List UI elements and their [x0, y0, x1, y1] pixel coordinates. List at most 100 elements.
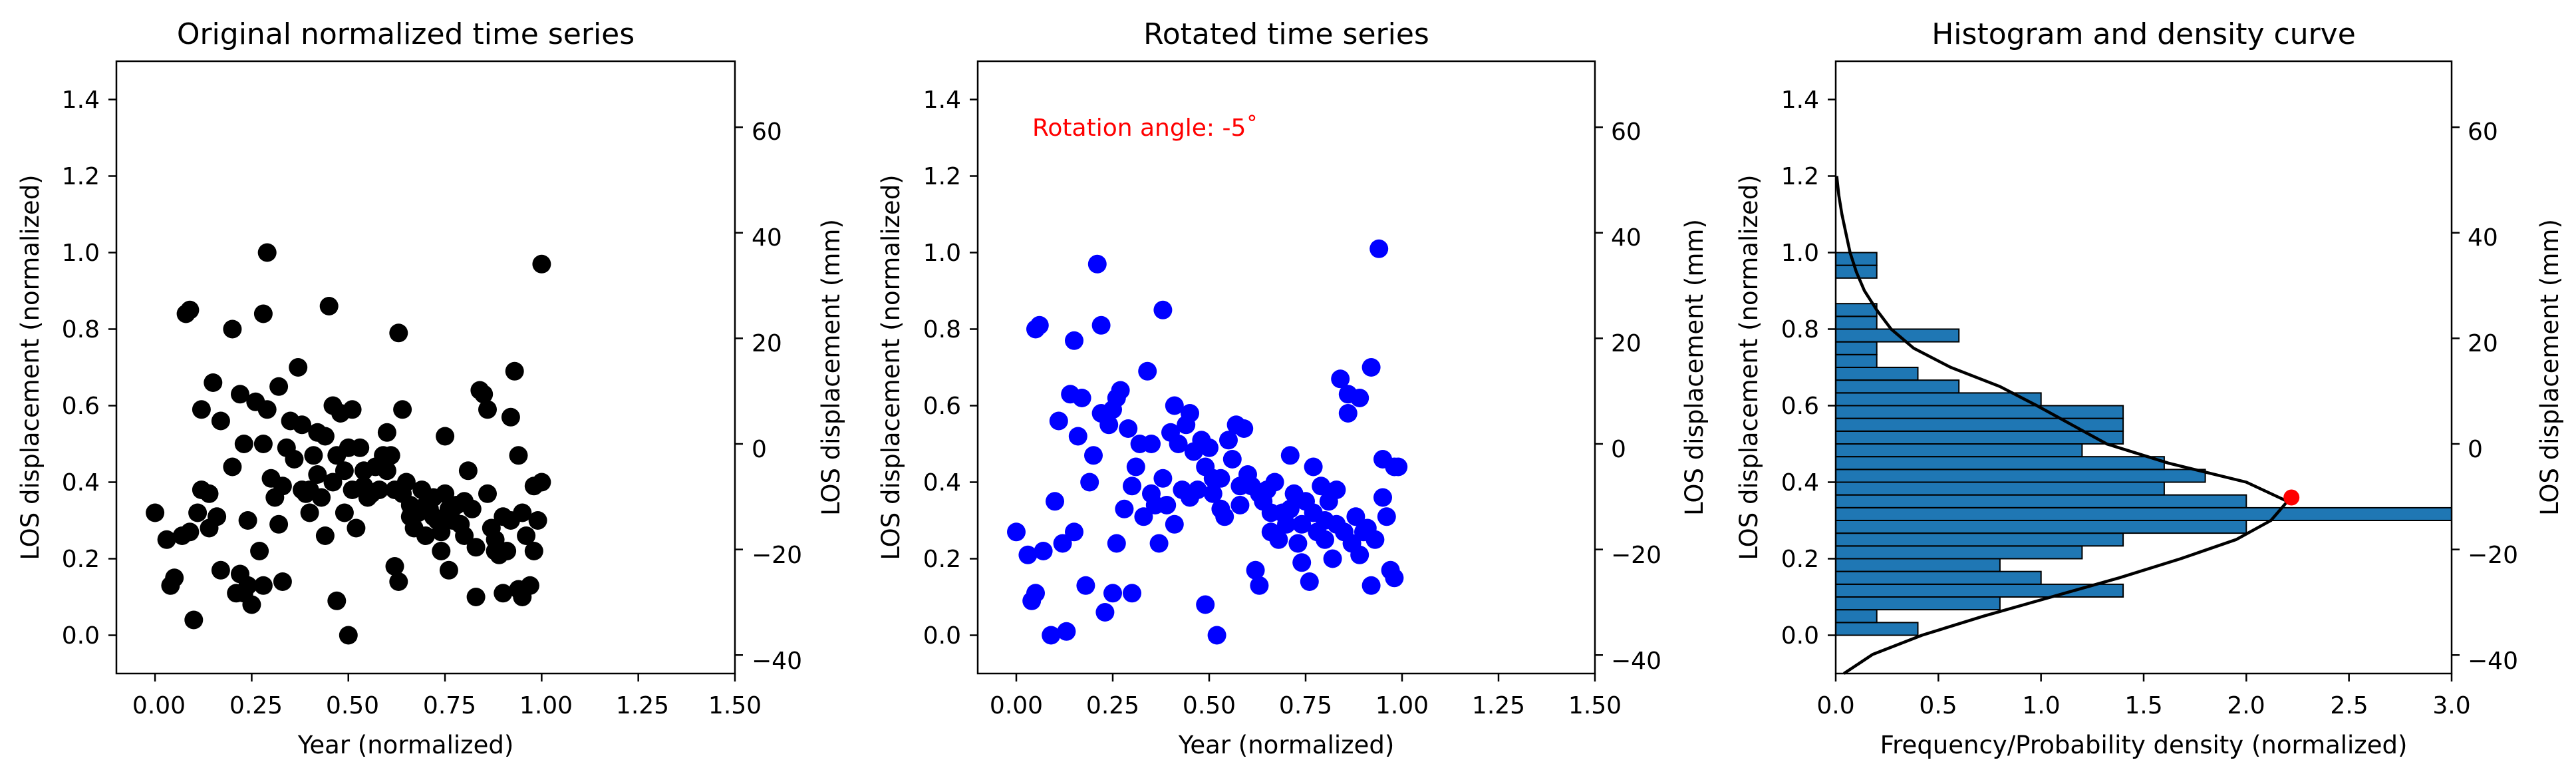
- scatter-point: [1188, 481, 1207, 499]
- y-tick-label: 1.4: [62, 87, 100, 114]
- scatter-point: [234, 435, 253, 453]
- scatter-point: [1153, 469, 1173, 488]
- x-tick-label: 2.0: [2227, 692, 2265, 719]
- y2-tick-label: 20: [1611, 330, 1642, 357]
- histogram-bar: [1835, 405, 2124, 419]
- scatter-point: [509, 446, 528, 465]
- y-tick-label: 0.6: [62, 393, 100, 420]
- y2-tick-label: 40: [752, 224, 782, 252]
- scatter-point: [1103, 584, 1122, 603]
- density-curve: [1835, 176, 2290, 675]
- scatter-point: [257, 243, 277, 262]
- scatter-point: [347, 518, 366, 538]
- scatter-point: [253, 576, 273, 595]
- scatter-point: [351, 438, 370, 457]
- y-tick-label: 1.0: [923, 240, 961, 267]
- scatter-point: [1084, 446, 1103, 465]
- y-tick-label: 1.2: [923, 163, 961, 190]
- x-tick-label: 0.0: [1816, 692, 1854, 719]
- y2-tick-label: 60: [1611, 118, 1642, 146]
- scatter-point: [1292, 514, 1312, 534]
- y-tick-label: 0.2: [62, 546, 100, 573]
- scatter-point: [1269, 530, 1288, 549]
- histogram-bar: [1835, 596, 2001, 611]
- scatter-point: [436, 427, 455, 446]
- y2-axis-label: LOS displacement (mm): [1680, 219, 1709, 516]
- scatter-point: [1138, 361, 1157, 381]
- histogram-bar: [1835, 379, 1960, 394]
- y2-tick-label: −40: [752, 648, 802, 675]
- scatter-point: [1300, 572, 1319, 591]
- histogram-bar: [1835, 494, 2247, 508]
- scatter-point: [393, 400, 412, 419]
- scatter-point: [1215, 507, 1234, 526]
- scatter-point: [1181, 404, 1199, 423]
- chart-title: Original normalized time series: [177, 17, 635, 51]
- scatter-point: [1323, 549, 1342, 568]
- y-tick-label: 0.4: [62, 469, 100, 496]
- scatter-point: [180, 300, 200, 319]
- x-tick-label: 1.5: [2124, 692, 2162, 719]
- scatter-point: [439, 560, 458, 580]
- scatter-point: [200, 484, 219, 503]
- scatter-point: [1338, 404, 1358, 423]
- x-tick-label: 1.25: [616, 692, 669, 719]
- x-ticks: 0.00 0.25 0.50 0.75 1.00 1.25 1.50: [990, 692, 1622, 719]
- y-tick-label: 1.0: [1781, 240, 1819, 267]
- scatter-point: [1030, 315, 1049, 335]
- scatter-point: [1065, 522, 1083, 542]
- panel-rotated: Rotated time series Rotation angle: -5˚ …: [877, 17, 1709, 759]
- x-tick-label: 1.0: [2022, 692, 2060, 719]
- scatter-point: [211, 560, 230, 580]
- scatter-point: [343, 400, 362, 419]
- scatter-point: [1203, 484, 1222, 503]
- x-tick-label: 0.75: [1279, 692, 1332, 719]
- x-tick-label: 1.50: [1568, 692, 1622, 719]
- scatter-point: [524, 542, 543, 560]
- x-tick-label: 1.00: [1375, 692, 1429, 719]
- x-tick-label: 1.00: [519, 692, 573, 719]
- scatter-point: [1111, 381, 1130, 400]
- y2-ticks: −40 −20 0 20 40 60: [1611, 118, 1661, 675]
- scatter-point: [238, 576, 257, 595]
- scatter-point: [1099, 415, 1119, 435]
- scatter-point: [300, 503, 319, 522]
- scatter-point: [1304, 457, 1323, 477]
- scatter-point: [269, 514, 289, 534]
- histogram-bar: [1835, 545, 2083, 560]
- y2-tick-label: −20: [2468, 542, 2518, 569]
- scatter-point: [188, 503, 208, 522]
- x-axis-label: Frequency/Probability density (normalize…: [1880, 731, 2408, 759]
- y-axis-label: LOS displacement (normalized): [16, 174, 45, 560]
- scatter-point: [1361, 576, 1381, 595]
- y2-ticks: −40 −20 0 20 40 60: [752, 118, 802, 675]
- scatter-point: [532, 254, 551, 274]
- scatter-point: [315, 526, 335, 545]
- y2-tick-label: 40: [1611, 224, 1642, 252]
- scatter-point: [269, 377, 289, 396]
- scatter-point: [238, 511, 257, 530]
- scatter-point: [1200, 438, 1218, 457]
- scatter-point: [458, 461, 478, 481]
- scatter-point: [1057, 622, 1076, 641]
- scatter-point: [1153, 300, 1173, 319]
- scatter-point: [1165, 396, 1184, 415]
- scatter-point: [1211, 469, 1230, 488]
- histogram-bar: [1835, 430, 2124, 445]
- scatter-point: [293, 415, 311, 435]
- axes-frame: [976, 60, 1596, 675]
- scatter-point: [285, 450, 304, 469]
- x-tick-label: 0.50: [1183, 692, 1236, 719]
- scatter-point: [257, 400, 277, 419]
- histogram-bar: [1835, 443, 2083, 458]
- y-tick-label: 1.4: [923, 87, 961, 114]
- scatter-point: [377, 423, 396, 442]
- scatter-point: [192, 400, 211, 419]
- scatter-point: [1230, 496, 1250, 514]
- scatter-point: [1265, 473, 1284, 492]
- y2-axis-label: LOS displacement (mm): [817, 219, 845, 516]
- x-tick-label: 1.25: [1472, 692, 1525, 719]
- x-axis-label: Year (normalized): [297, 731, 514, 759]
- scatter-point: [308, 465, 327, 484]
